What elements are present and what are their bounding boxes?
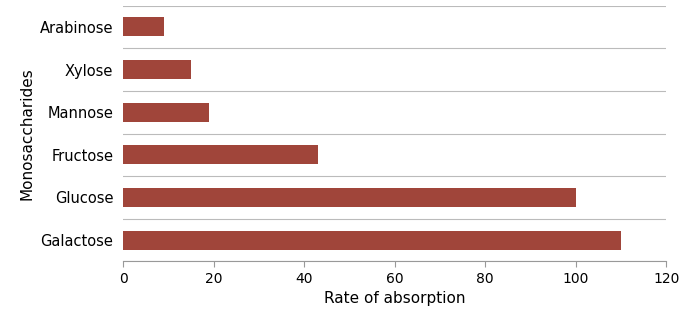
Bar [123,188,575,207]
Y-axis label: Monosaccharides: Monosaccharides [19,67,34,200]
Bar [123,60,191,79]
Bar [123,17,164,37]
Bar [123,231,621,250]
Bar [123,103,209,122]
X-axis label: Rate of absorption: Rate of absorption [324,291,465,306]
Bar [123,145,318,164]
